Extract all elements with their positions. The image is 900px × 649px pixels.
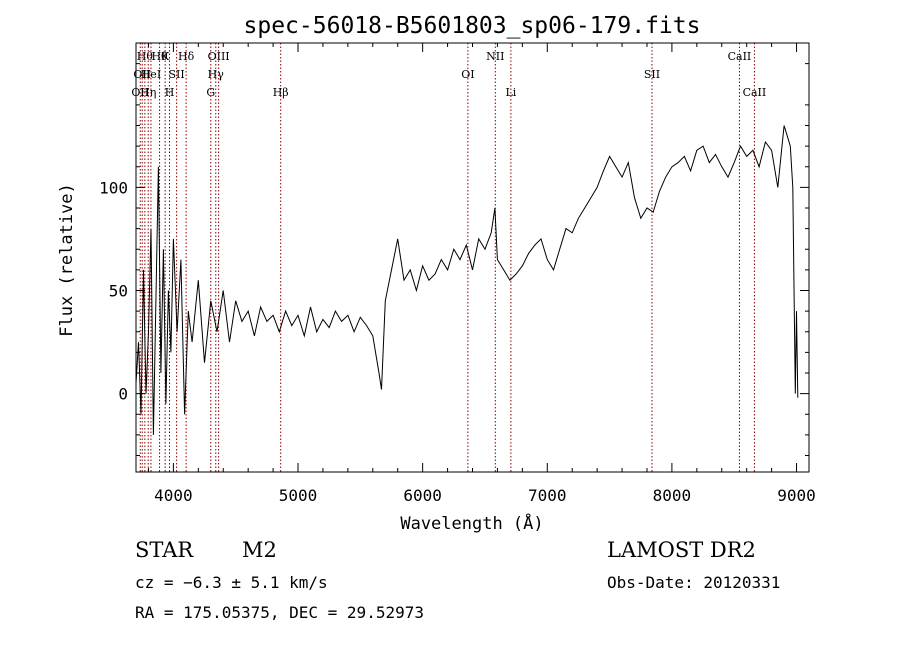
spectrum-line bbox=[135, 125, 799, 435]
line-label-18: CaII bbox=[728, 50, 752, 63]
y-tick-label-1: 50 bbox=[109, 282, 128, 301]
spectral-line-labels: OIIOIIHθHηHeIHθKHSIIHδGHγOIIIHβOINIILiSI… bbox=[131, 50, 766, 99]
object-class: STAR bbox=[135, 538, 194, 562]
line-label-1: OII bbox=[133, 68, 151, 81]
y-tick-label-0: 0 bbox=[118, 385, 128, 404]
line-label-11: Hγ bbox=[208, 68, 225, 81]
line-label-17: SII bbox=[644, 68, 660, 81]
line-label-13: Hβ bbox=[273, 86, 289, 99]
ra-dec: RA = 175.05375, DEC = 29.52973 bbox=[135, 603, 424, 622]
redshift-cz: cz = −6.3 ± 5.1 km/s bbox=[135, 573, 328, 592]
y-tick-label-2: 100 bbox=[99, 178, 128, 197]
line-label-3: Hη bbox=[140, 86, 156, 99]
x-axis-ticks: 4000 5000 6000 7000 8000 9000 bbox=[147, 43, 816, 505]
survey-name: LAMOST DR2 bbox=[607, 538, 756, 562]
observation-date: Obs-Date: 20120331 bbox=[607, 573, 781, 592]
line-label-15: NII bbox=[486, 50, 504, 63]
line-label-6: K bbox=[161, 50, 170, 63]
spectral-line-markers bbox=[139, 43, 755, 472]
x-axis-label: Wavelength (Å) bbox=[400, 512, 543, 534]
line-label-16: Li bbox=[505, 86, 516, 99]
line-label-10: G bbox=[206, 86, 215, 99]
y-axis-ticks: 0 50 100 bbox=[99, 63, 809, 456]
object-subclass: M2 bbox=[242, 538, 277, 562]
x-tick-label-2: 6000 bbox=[403, 486, 442, 505]
x-tick-label-0: 4000 bbox=[154, 486, 193, 505]
y-axis-label: Flux (relative) bbox=[57, 183, 77, 337]
line-label-14: OI bbox=[461, 68, 474, 81]
x-tick-label-1: 5000 bbox=[279, 486, 318, 505]
plot-frame bbox=[135, 42, 810, 473]
line-label-4: HeI bbox=[141, 68, 161, 81]
x-tick-label-3: 7000 bbox=[528, 486, 567, 505]
line-label-2: Hθ bbox=[137, 50, 154, 63]
line-label-8: SII bbox=[169, 68, 185, 81]
x-tick-label-5: 9000 bbox=[777, 486, 816, 505]
line-label-9: Hδ bbox=[178, 50, 195, 63]
x-tick-label-4: 8000 bbox=[653, 486, 692, 505]
line-label-19: CaII bbox=[743, 86, 767, 99]
chart-title: spec-56018-B5601803_sp06-179.fits bbox=[244, 13, 701, 39]
line-label-7: H bbox=[165, 86, 175, 99]
line-label-5: Hθ bbox=[151, 50, 168, 63]
line-label-12: OIII bbox=[208, 50, 230, 63]
